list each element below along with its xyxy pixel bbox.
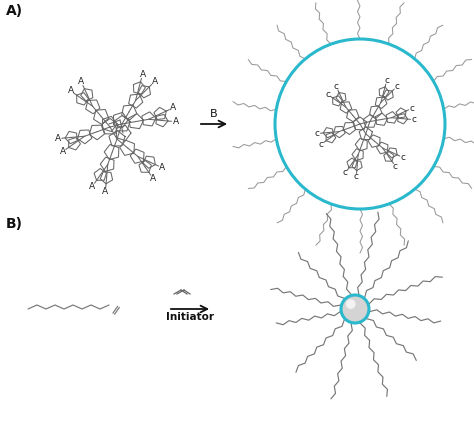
Circle shape <box>350 304 360 314</box>
Circle shape <box>346 299 356 309</box>
Text: A: A <box>89 182 95 191</box>
Text: c: c <box>394 82 399 91</box>
Text: A: A <box>102 187 109 196</box>
Circle shape <box>348 302 362 316</box>
Circle shape <box>344 298 366 320</box>
Circle shape <box>341 295 369 323</box>
Circle shape <box>347 301 363 317</box>
Circle shape <box>352 306 358 312</box>
Text: c: c <box>354 172 359 181</box>
Text: c: c <box>334 82 339 92</box>
Text: c: c <box>343 168 348 177</box>
Circle shape <box>354 308 356 310</box>
Circle shape <box>345 299 365 319</box>
Text: A: A <box>55 134 61 143</box>
Circle shape <box>353 307 357 311</box>
Text: c: c <box>319 140 324 149</box>
Text: A: A <box>159 163 165 172</box>
Text: A: A <box>170 103 176 112</box>
Text: c: c <box>384 76 389 86</box>
Circle shape <box>351 305 359 313</box>
Text: A: A <box>67 87 73 95</box>
Text: c: c <box>393 162 398 171</box>
Text: c: c <box>409 104 414 113</box>
Text: B: B <box>210 109 218 119</box>
Text: A: A <box>152 77 158 86</box>
Circle shape <box>346 300 364 318</box>
Circle shape <box>349 303 361 315</box>
Circle shape <box>341 295 369 323</box>
Circle shape <box>343 297 367 321</box>
Text: c: c <box>411 115 416 124</box>
Text: A: A <box>59 147 65 156</box>
Text: c: c <box>315 129 319 138</box>
Text: c: c <box>400 153 405 162</box>
Circle shape <box>342 296 368 322</box>
Text: A: A <box>150 174 156 183</box>
Text: A: A <box>78 77 84 87</box>
Text: A: A <box>173 117 179 126</box>
Text: Initiator: Initiator <box>166 312 214 322</box>
Text: B): B) <box>6 217 23 231</box>
Text: A): A) <box>6 4 23 18</box>
Text: c: c <box>325 90 330 99</box>
Text: A: A <box>139 70 146 79</box>
